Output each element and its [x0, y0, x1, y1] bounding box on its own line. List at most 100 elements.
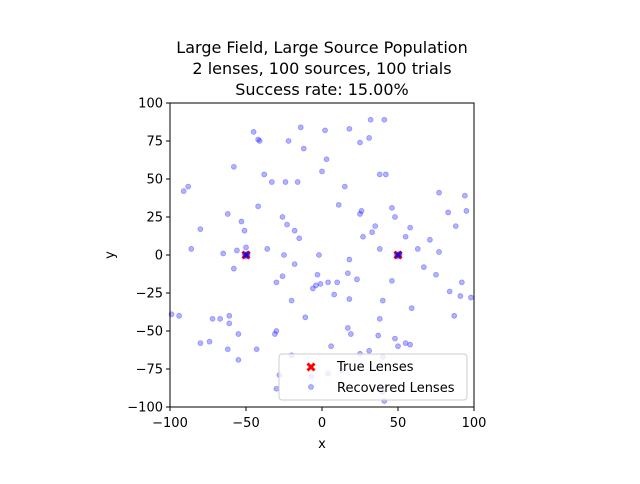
recovered-lens-point [209, 315, 216, 322]
recovered-lens-point [382, 171, 389, 178]
y-tick-label: 75 [146, 135, 163, 150]
recovered-lens-point [347, 331, 354, 337]
recovered-lens-point [244, 250, 251, 257]
recovered-lens-point [197, 340, 204, 347]
recovered-lens-point [288, 297, 295, 304]
recovered-lens-point [346, 296, 353, 302]
x-tick-label: 100 [462, 416, 487, 431]
recovered-lens-point [314, 271, 321, 278]
recovered-lens-point [369, 229, 376, 236]
recovered-lens-point [317, 280, 324, 287]
recovered-lens-point [344, 270, 351, 277]
legend-marker-true-lenses [306, 362, 316, 372]
recovered-lens-point [395, 253, 401, 260]
recovered-lens-point [427, 236, 433, 243]
recovered-lens-point [238, 218, 245, 225]
recovered-lens-point [379, 297, 386, 304]
title-line-3: Success rate: 15.00% [235, 80, 408, 99]
recovered-lens-point [381, 116, 388, 123]
recovered-lens-point [180, 188, 187, 195]
recovered-lens-point [376, 171, 383, 178]
recovered-lens-point [372, 223, 379, 230]
recovered-lens-point [230, 265, 237, 272]
recovered-lens-point [334, 279, 341, 286]
recovered-lens-point [392, 214, 398, 220]
recovered-lens-point [188, 246, 195, 252]
recovered-lens-point [226, 320, 233, 327]
recovered-lens-point [241, 227, 248, 234]
recovered-lens-point [463, 208, 470, 214]
recovered-lens-point [396, 250, 403, 257]
recovered-lens-point [452, 223, 459, 230]
legend-box [278, 353, 468, 401]
recovered-lens-point [457, 293, 464, 299]
y-tick-label: −25 [136, 287, 163, 302]
y-tick-label: −75 [136, 363, 163, 378]
recovered-lens-point [297, 124, 304, 131]
recovered-lens-point [243, 252, 249, 258]
chart-title: Large Field, Large Source Population 2 l… [176, 38, 467, 99]
recovered-lens-point [458, 279, 465, 286]
recovered-lens-point [319, 168, 325, 175]
recovered-lens-point [224, 211, 231, 217]
title-line-2: 2 lenses, 100 sources, 100 trials [192, 59, 451, 78]
recovered-lens-point [271, 331, 278, 337]
recovered-lens-point [357, 139, 363, 146]
recovered-lens-point [313, 282, 319, 289]
recovered-lens-point [264, 246, 271, 252]
recovered-lens-point [282, 179, 289, 185]
recovered-lens-point [328, 343, 335, 350]
recovered-lens-point [268, 179, 275, 185]
recovered-lens-point [436, 189, 442, 196]
recovered-lens-point [408, 305, 415, 312]
recovered-lens-point [233, 247, 240, 254]
recovered-lens-point [235, 331, 242, 337]
recovered-lens-point [407, 224, 414, 231]
recovered-lens-point [296, 235, 303, 242]
y-axis-label: y [103, 251, 118, 259]
recovered-lens-point [445, 209, 452, 216]
recovered-lens-point [235, 356, 242, 363]
recovered-lens-point [256, 138, 263, 144]
x-tick-label: 0 [318, 416, 326, 431]
recovered-lens-point [241, 252, 248, 258]
recovered-lens-point [396, 252, 403, 258]
recovered-lens-point [261, 171, 268, 178]
recovered-lens-point [291, 261, 298, 268]
recovered-lens-point [291, 227, 298, 234]
recovered-lens-point [389, 204, 395, 211]
true-lens-point [241, 250, 251, 260]
recovered-lens-point [375, 332, 382, 339]
recovered-lens-point [376, 315, 383, 322]
title-line-1: Large Field, Large Source Population [176, 38, 467, 57]
recovered-lens-point [446, 288, 453, 295]
recovered-lens-point [360, 233, 366, 240]
recovered-lens-point [389, 277, 395, 284]
y-tick-label: 100 [138, 97, 163, 112]
recovered-lens-point [294, 179, 301, 185]
x-tick-label: 50 [390, 416, 407, 431]
recovered-lens-point [220, 250, 227, 257]
recovered-lens-point [197, 226, 204, 233]
recovered-lens-point [224, 346, 231, 353]
recovered-lens-point [302, 314, 309, 321]
recovered-lens-point [376, 246, 383, 252]
recovered-lens-point [323, 156, 330, 163]
x-axis-label: x [318, 437, 326, 452]
recovered-lens-point [279, 214, 286, 220]
recovered-lens-point [273, 328, 280, 334]
recovered-lens-point [244, 252, 251, 258]
recovered-lens-point [392, 335, 398, 342]
recovered-lens-point [281, 252, 287, 258]
recovered-lens-point [451, 312, 458, 319]
legend-x-marker [306, 362, 316, 372]
recovered-lens-point [284, 221, 290, 228]
recovered-lens-point [420, 264, 427, 271]
points-layer [168, 116, 474, 404]
recovered-lens-point [367, 116, 374, 123]
true-lens-point [393, 250, 403, 260]
recovered-lens-point [273, 385, 280, 392]
recovered-lens-point [354, 276, 360, 283]
